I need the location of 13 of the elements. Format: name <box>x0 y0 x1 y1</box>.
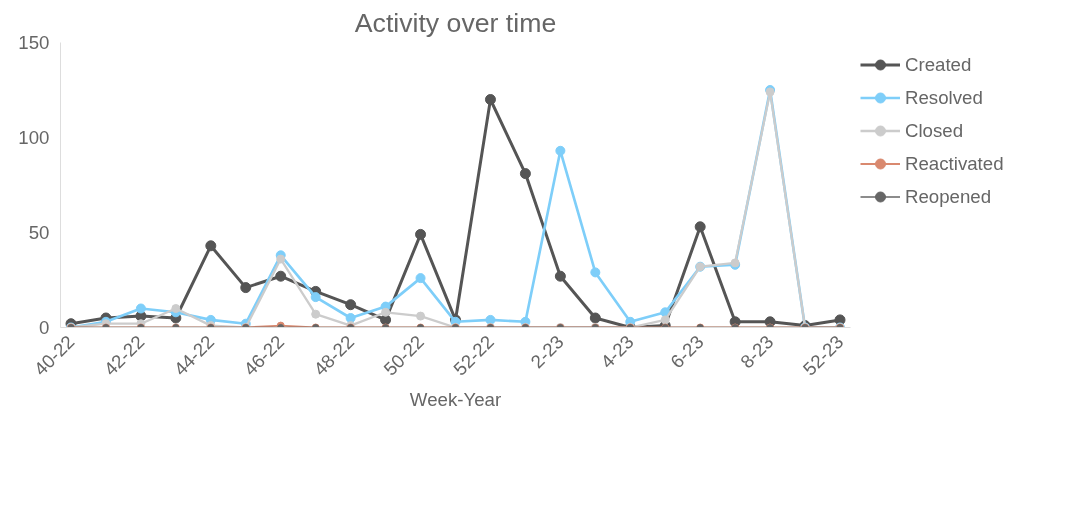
x-tick-label: 4-23 <box>596 331 638 373</box>
legend-label: Closed <box>905 119 964 142</box>
legend-label: Reactivated <box>905 152 1004 175</box>
chart-title: Activity over time <box>354 7 557 38</box>
legend-label: Resolved <box>905 86 983 109</box>
y-tick-label: 50 <box>28 222 50 243</box>
y-tick-label: 0 <box>39 317 50 338</box>
legend-label: Reopened <box>905 185 992 208</box>
y-tick-label: 100 <box>18 127 50 148</box>
x-axis-title: Week-Year <box>409 389 502 411</box>
legend-label: Created <box>905 53 972 76</box>
x-tick-label: 6-23 <box>666 331 708 373</box>
y-tick-label: 150 <box>18 32 50 53</box>
